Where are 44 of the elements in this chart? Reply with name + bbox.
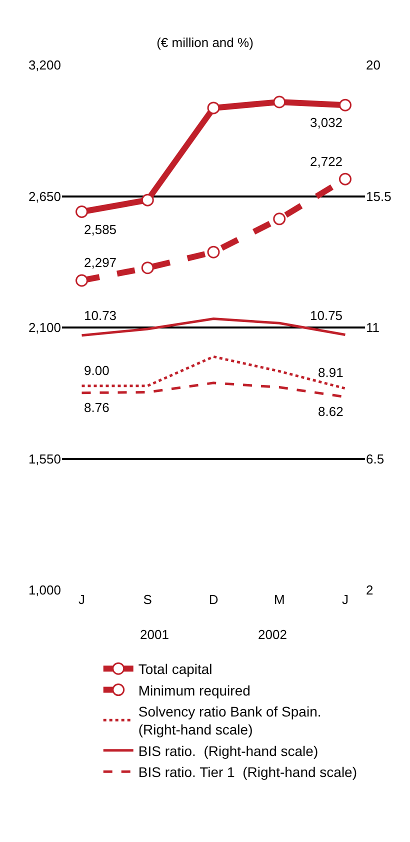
- y-tick-label: 1,550: [28, 451, 61, 466]
- chart-subtitle: (€ million and %): [156, 34, 254, 50]
- point: [76, 274, 88, 287]
- x-tick-label: J: [78, 592, 86, 607]
- y2-tick-label: 15.5: [366, 188, 392, 204]
- data-label: 8.76: [84, 400, 110, 415]
- y-tick-label: 2,650: [28, 188, 61, 204]
- x-tick-label: M: [274, 592, 285, 607]
- data-label: 2,722: [310, 154, 343, 169]
- data-label: 3,032: [310, 115, 343, 130]
- x-tick-label: J: [342, 592, 348, 607]
- legend-label: Minimum required: [138, 682, 250, 698]
- legend-label: Total capital: [138, 661, 212, 678]
- legend-label: BIS ratio. Tier 1 (Right-hand scale): [138, 764, 358, 780]
- point: [273, 212, 286, 226]
- point: [141, 262, 154, 274]
- data-label: 10.75: [310, 308, 343, 323]
- data-label: 2,585: [84, 222, 117, 237]
- point: [141, 194, 154, 206]
- legend-label: BIS ratio. (Right-hand scale): [138, 742, 318, 759]
- y2-tick-label: 20: [366, 58, 380, 73]
- point: [338, 98, 352, 112]
- point: [273, 96, 286, 108]
- y-tick-label: 1,000: [28, 582, 61, 598]
- data-label: 2,297: [84, 255, 117, 270]
- data-label: 9.00: [84, 363, 110, 378]
- data-label: 8.62: [318, 404, 344, 419]
- text: 2001: [140, 627, 169, 642]
- y2-tick-label: 11: [366, 320, 380, 336]
- point: [338, 172, 352, 186]
- point: [207, 246, 220, 258]
- y2-tick-label: 2: [366, 582, 374, 598]
- x-tick-label: D: [208, 592, 218, 607]
- point: [207, 102, 220, 114]
- y2-tick-label: 6.5: [366, 451, 384, 466]
- y-tick-label: 2,100: [28, 320, 61, 336]
- legend-label: Solvency ratio Bank of Spain. (Right-hand scale): [138, 703, 322, 738]
- point: [76, 206, 88, 218]
- text: 2002: [258, 627, 287, 642]
- line-series: [80, 355, 346, 390]
- y-tick-label: 3,200: [28, 58, 61, 73]
- x-tick-label: S: [143, 592, 152, 607]
- data-label: 8.91: [318, 365, 344, 380]
- data-label: 10.73: [84, 308, 117, 323]
